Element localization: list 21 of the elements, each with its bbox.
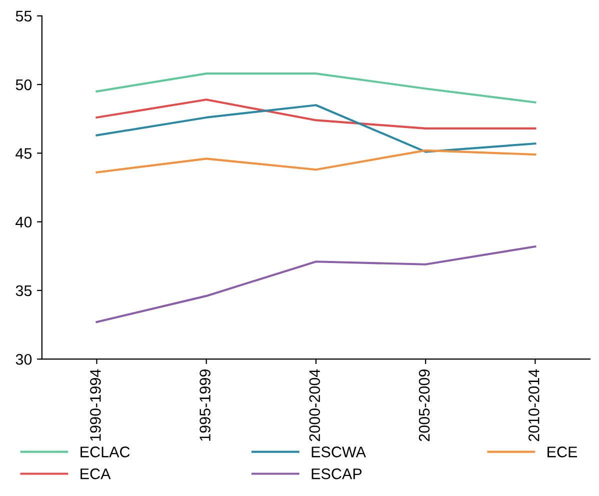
y-tick-label: 55	[16, 10, 32, 22]
line-series	[96, 104, 536, 153]
x-tick-label: 1995-1999	[200, 370, 210, 441]
legend-label: ESCAP	[312, 468, 362, 480]
legend-label: ECE	[548, 446, 578, 458]
line-series	[96, 98, 536, 130]
x-tick-label: 1990-1994	[90, 369, 101, 441]
x-tick-label: 2000-2004	[309, 369, 320, 442]
y-tick-label: 40	[16, 216, 32, 228]
x-tick-label: 2010-2014	[528, 369, 540, 442]
line-series	[96, 72, 536, 104]
legend-label: ECLAC	[80, 446, 130, 458]
y-tick-label: 45	[16, 148, 32, 159]
line-series	[96, 245, 536, 324]
y-tick-label: 30	[16, 354, 32, 365]
y-tick-label: 35	[16, 285, 32, 296]
x-tick-label: 2005-2009	[418, 370, 430, 442]
legend-label: ECA	[80, 468, 111, 480]
line-series	[96, 149, 536, 174]
legend-label: ESCWA	[312, 446, 366, 458]
y-tick-label: 50	[16, 79, 32, 90]
